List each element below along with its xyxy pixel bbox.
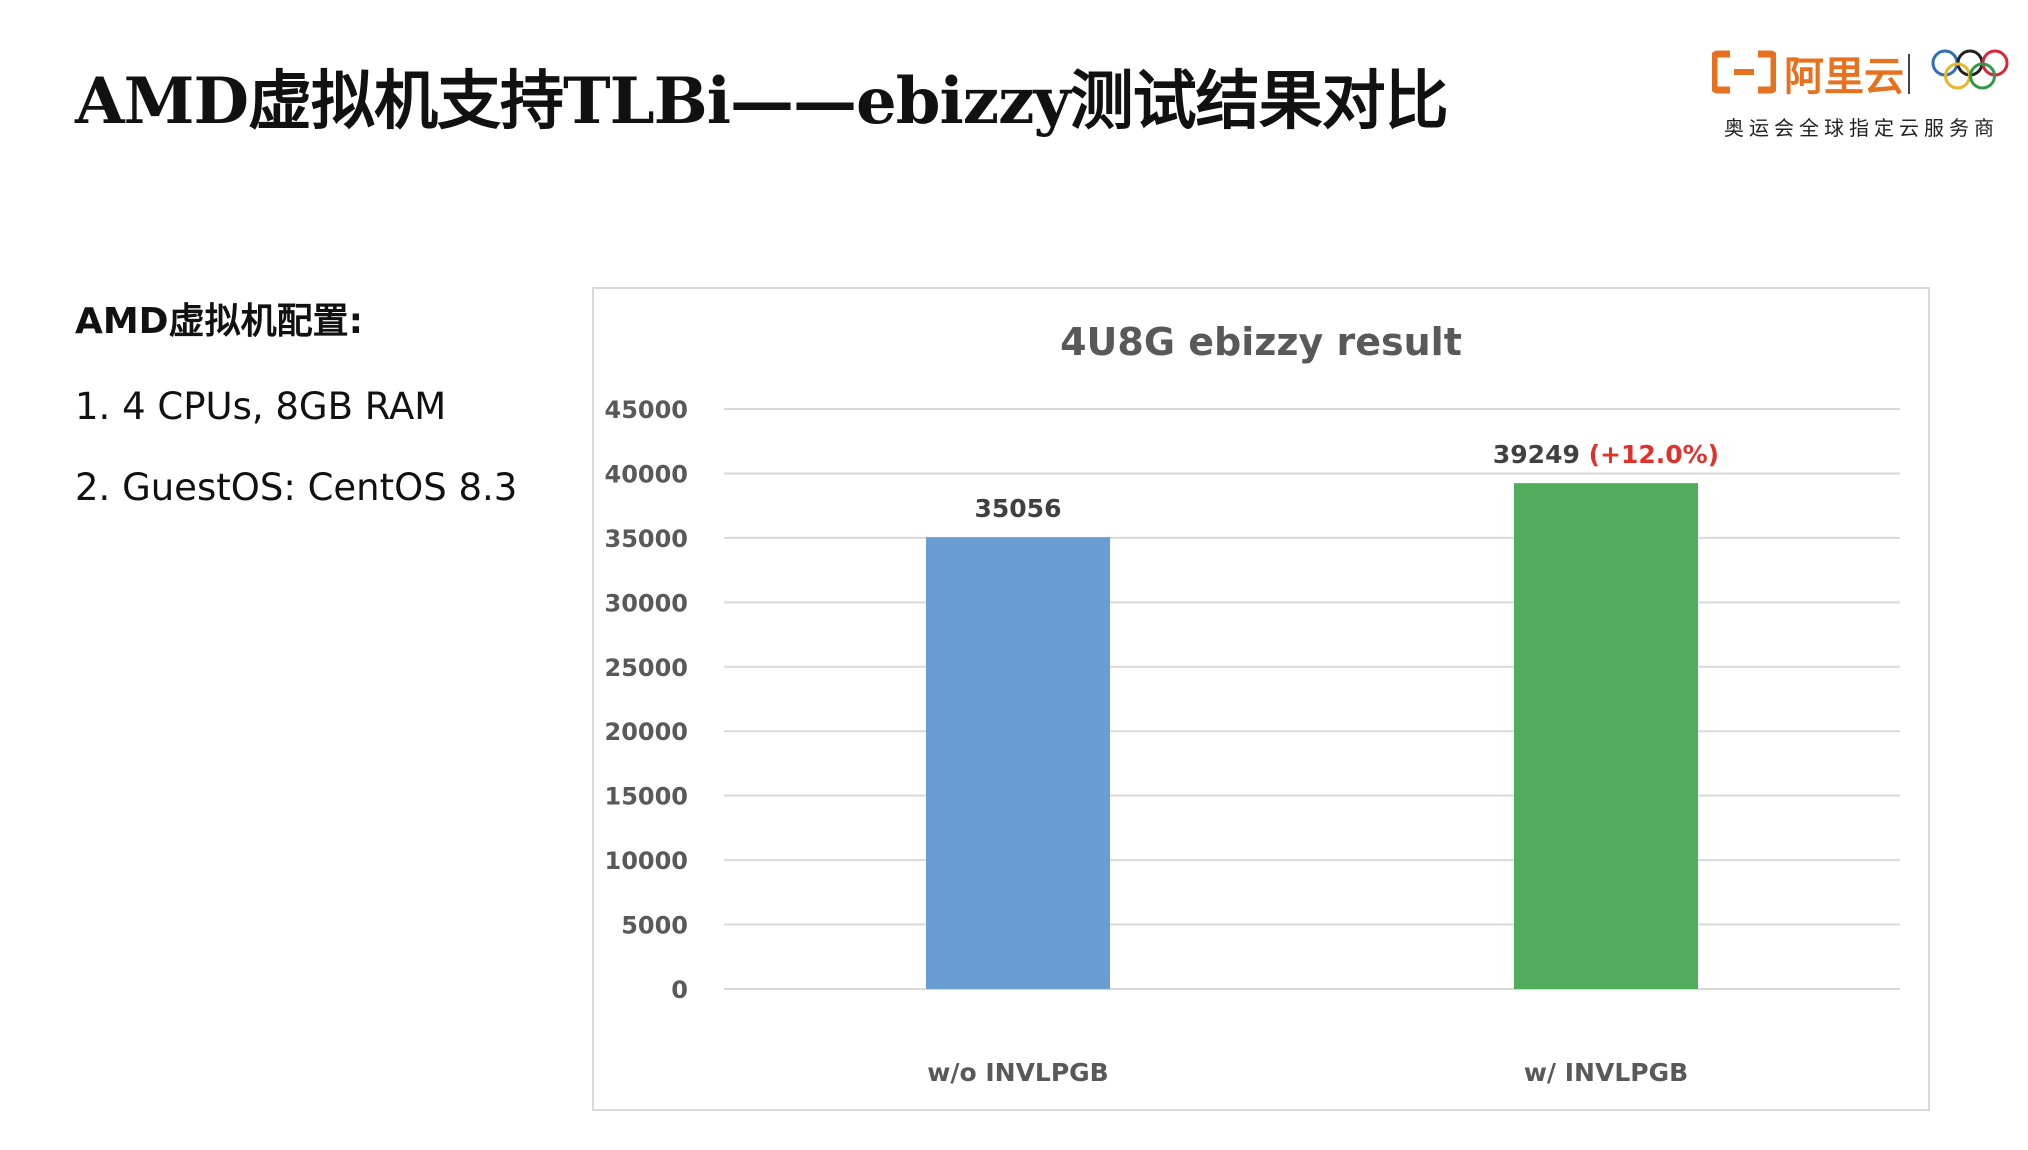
logo-divider <box>1908 54 1910 94</box>
y-axis-ticks: 0 5000 10000 15000 20000 25000 30000 35000 40000… <box>605 396 689 1004</box>
y-tick-label: 5000 <box>621 912 688 940</box>
config-heading: AMD虚拟机配置: <box>75 301 363 342</box>
aliyun-olympic-logo: 阿里云 奥运会全球指定云服务商 <box>1712 44 2012 144</box>
y-tick-label: 25000 <box>605 654 689 682</box>
bar-change-annotation: (+12.0%) <box>1580 440 1719 469</box>
bar <box>1514 483 1698 989</box>
brand-name: 阿里云 <box>1784 54 1904 100</box>
logo-tagline: 奥运会全球指定云服务商 <box>1724 116 1999 140</box>
bar <box>926 537 1110 989</box>
x-category-label: w/ INVLPGB <box>1524 1058 1688 1087</box>
bars <box>926 483 1698 989</box>
bar-chart: 4U8G ebizzy result 0 5000 10000 15000 20000 2… <box>605 320 1900 1087</box>
config-panel: AMD虚拟机配置: 1. 4 CPUs, 8GB RAM 2. GuestOS:… <box>75 292 575 506</box>
gridlines <box>724 408 1900 990</box>
x-axis-categories: w/o INVLPGB w/ INVLPGB <box>927 1058 1688 1087</box>
bar-value-label: 39249 (+12.0%) <box>1493 440 1719 469</box>
data-labels: 35056 39249 (+12.0%) <box>975 440 1720 523</box>
y-tick-label: 0 <box>671 976 688 1004</box>
olympic-rings-icon <box>1931 49 2009 90</box>
chart-frame: 4U8G ebizzy result 0 5000 10000 15000 20000 2… <box>592 287 1930 1111</box>
y-tick-label: 45000 <box>605 396 689 424</box>
y-tick-label: 10000 <box>605 847 689 875</box>
config-item-cpu-ram: 1. 4 CPUs, 8GB RAM <box>75 385 447 428</box>
chart-title: 4U8G ebizzy result <box>1060 320 1462 364</box>
config-item-guest-os: 2. GuestOS: CentOS 8.3 <box>75 466 518 509</box>
y-tick-label: 40000 <box>605 460 689 488</box>
y-tick-label: 20000 <box>605 718 689 746</box>
config-list: 1. 4 CPUs, 8GB RAM 2. GuestOS: CentOS 8.… <box>75 388 575 506</box>
aliyun-logo-icon <box>1712 50 1776 94</box>
y-tick-label: 35000 <box>605 525 689 553</box>
slide-title: AMD虚拟机支持TLBi——ebizzy测试结果对比 <box>75 64 1449 139</box>
bar-value-label: 35056 <box>975 494 1062 523</box>
y-tick-label: 15000 <box>605 783 689 811</box>
y-tick-label: 30000 <box>605 589 689 617</box>
x-category-label: w/o INVLPGB <box>927 1058 1109 1087</box>
